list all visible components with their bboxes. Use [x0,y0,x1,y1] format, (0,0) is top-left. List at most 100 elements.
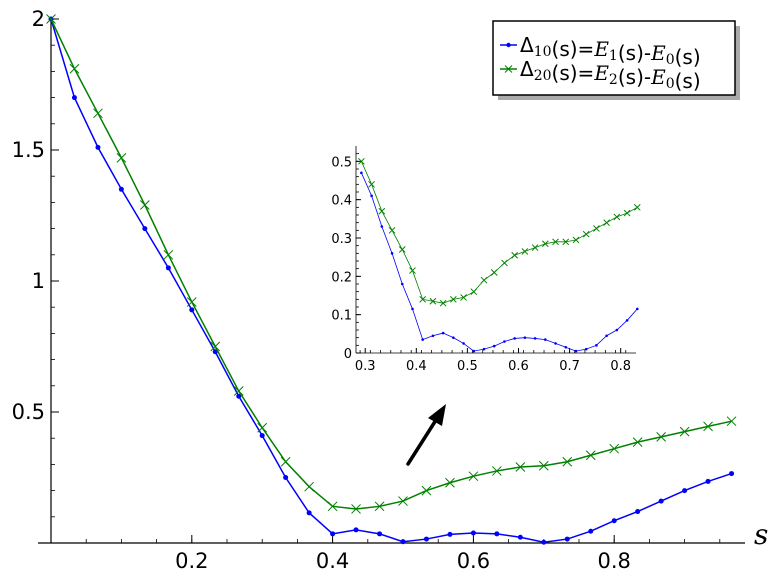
legend: Δ10(s)=E1(s)-E0(s)Δ20(s)=E2(s)-E0(s) [492,20,740,100]
inset-series [358,157,641,353]
data-point [611,518,617,524]
data-point [705,478,711,484]
data-point [116,153,127,163]
x-tick-label: 0.6 [508,359,529,374]
x-tick-label: 0.4 [406,359,427,374]
data-point [377,531,383,537]
data-point [186,297,197,307]
data-point [378,207,386,215]
data-point [409,267,416,274]
data-point [330,531,336,537]
data-point [584,347,588,351]
data-point [165,265,171,271]
data-point [280,456,291,467]
y-tick-label: 0.1 [331,309,352,324]
legend-label-part: 10 [534,44,552,60]
series-line [50,18,732,543]
data-point [480,276,488,284]
x-axis-label: s [754,518,768,551]
data-point [306,510,312,516]
data-point [468,471,479,482]
y-tick-label: 1 [32,269,45,293]
y-tick-label: 0 [344,347,352,362]
data-point [729,471,735,477]
y-tick-label: 0.4 [331,194,352,209]
y-tick-label: 0.5 [331,155,352,170]
data-point [588,528,594,534]
data-point [388,226,396,234]
data-point [398,496,408,506]
data-point [572,236,580,244]
data-point [441,331,445,335]
data-point [189,307,195,313]
data-point [564,536,570,542]
legend-swatch-marker [506,42,511,48]
data-point [400,282,404,286]
legend-label-part: Δ [520,57,534,81]
y-tick-label: 0.3 [331,232,352,247]
x-tick-label: 0.3 [355,359,376,374]
x-tick-label: 0.4 [316,549,349,573]
data-point [163,249,174,260]
data-point [380,225,384,228]
data-point [623,209,631,217]
data-point [398,246,406,253]
data-point [233,386,244,396]
data-point [554,342,557,345]
legend-label-part: 20 [534,68,552,84]
x-tick-label: 0.2 [175,549,208,573]
data-point [517,534,523,540]
data-point [656,432,667,442]
data-point [490,269,498,276]
data-point [470,288,478,296]
data-point [304,481,315,492]
data-point [574,349,578,353]
data-point [552,238,559,246]
data-point [682,488,688,494]
data-point [501,259,508,267]
data-point [421,338,424,341]
data-point [541,539,547,545]
data-point [210,341,221,352]
data-point [531,244,539,251]
legend-label-part: E [650,41,666,65]
data-point [236,393,242,399]
x-tick-label: 0.5 [457,359,478,374]
data-point [449,295,457,303]
y-tick-label: 0.2 [331,270,352,285]
data-point [445,477,455,488]
data-point [139,200,150,210]
data-point [390,252,394,255]
data-point [605,334,608,338]
data-point [632,437,643,447]
data-point [259,433,265,439]
data-point [327,501,338,512]
legend-label-part: Δ [520,33,534,57]
series-line [361,172,638,352]
data-point [679,426,690,437]
series-line [361,161,638,304]
legend-label-part: E [650,65,666,89]
data-point [625,319,629,322]
data-point [595,344,598,347]
zoom-arrow [406,404,446,466]
data-point [360,171,363,175]
inset-axes [355,146,636,354]
data-point [658,498,664,504]
legend-label-part: 0 [666,76,675,92]
data-point [603,219,610,227]
data-point [423,536,429,542]
legend-items: Δ10(s)=E1(s)-E0(s)Δ20(s)=E2(s)-E0(s) [500,33,701,93]
data-point [635,509,641,515]
data-point [521,248,529,255]
data-point [593,225,600,232]
data-point [452,336,455,339]
data-point [447,531,453,537]
data-point [635,307,639,311]
y-tick-label: 2 [32,7,45,31]
legend-label-part: (s)- [618,65,651,89]
legend-label-part: (s) [675,69,701,93]
data-point [421,485,432,496]
data-point [419,295,427,303]
data-point [541,240,549,248]
